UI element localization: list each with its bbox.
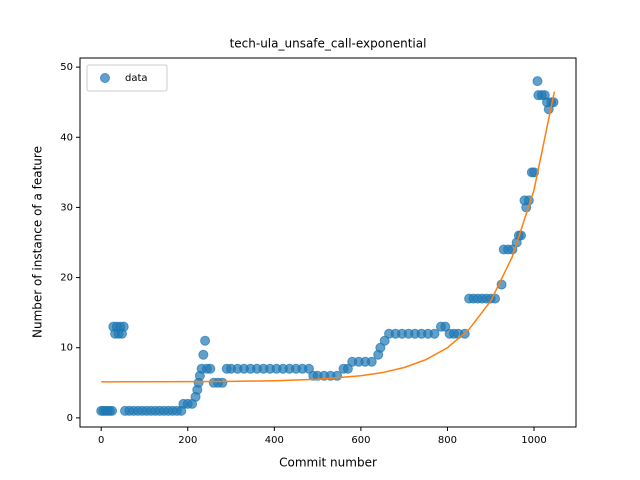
data-point xyxy=(529,167,540,178)
x-axis-label: Commit number xyxy=(279,456,377,470)
data-point xyxy=(366,356,377,367)
legend-box xyxy=(86,64,168,92)
y-axis-label: Number of instance of a feature xyxy=(31,146,45,338)
fit-line xyxy=(101,91,556,383)
data-point xyxy=(198,349,209,360)
x-tick-label: 600 xyxy=(351,435,370,446)
y-tick-label: 40 xyxy=(60,132,73,143)
data-point xyxy=(342,363,353,374)
data-point xyxy=(429,328,440,339)
y-tick-label: 0 xyxy=(67,413,73,424)
legend-marker xyxy=(100,73,110,83)
y-tick-label: 10 xyxy=(60,343,73,354)
data-point xyxy=(332,370,343,381)
data-point xyxy=(200,335,211,346)
x-tick-label: 400 xyxy=(265,435,284,446)
y-tick-label: 30 xyxy=(60,202,73,213)
data-point xyxy=(107,405,118,416)
data-point xyxy=(217,377,228,388)
y-tick-label: 50 xyxy=(60,62,73,73)
data-point xyxy=(375,342,386,353)
legend-label: data xyxy=(125,73,148,84)
data-point xyxy=(379,335,390,346)
data-point xyxy=(303,363,314,374)
chart-title: tech-ula_unsafe_call-exponential xyxy=(230,37,427,51)
x-tick-label: 200 xyxy=(178,435,197,446)
x-tick-label: 800 xyxy=(438,435,457,446)
data-point xyxy=(118,321,129,332)
x-tick-label: 1000 xyxy=(521,435,546,446)
plot-frame xyxy=(79,57,577,428)
data-point xyxy=(440,321,451,332)
data-point xyxy=(532,76,543,87)
x-tick-label: 0 xyxy=(98,435,104,446)
data-point xyxy=(205,363,216,374)
y-tick-label: 20 xyxy=(60,273,73,284)
